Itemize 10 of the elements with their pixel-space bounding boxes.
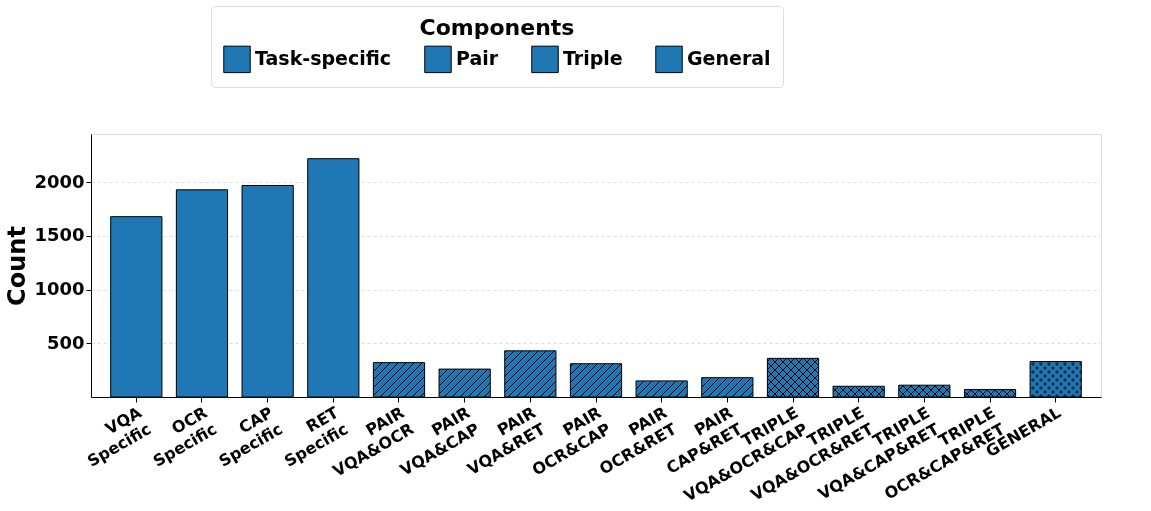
y-tick-label: 1500 [34,224,85,246]
legend-label: Triple [563,47,623,70]
legend-label: Task-specific [255,47,392,70]
y-tick-label: 2000 [34,170,85,192]
y-axis-title: Count [3,226,32,306]
legend-label: Pair [456,47,499,70]
legend-label: General [687,47,771,70]
legend-title: Components [419,15,575,40]
y-tick-label: 500 [46,331,85,353]
y-tick-label: 1000 [34,278,85,300]
